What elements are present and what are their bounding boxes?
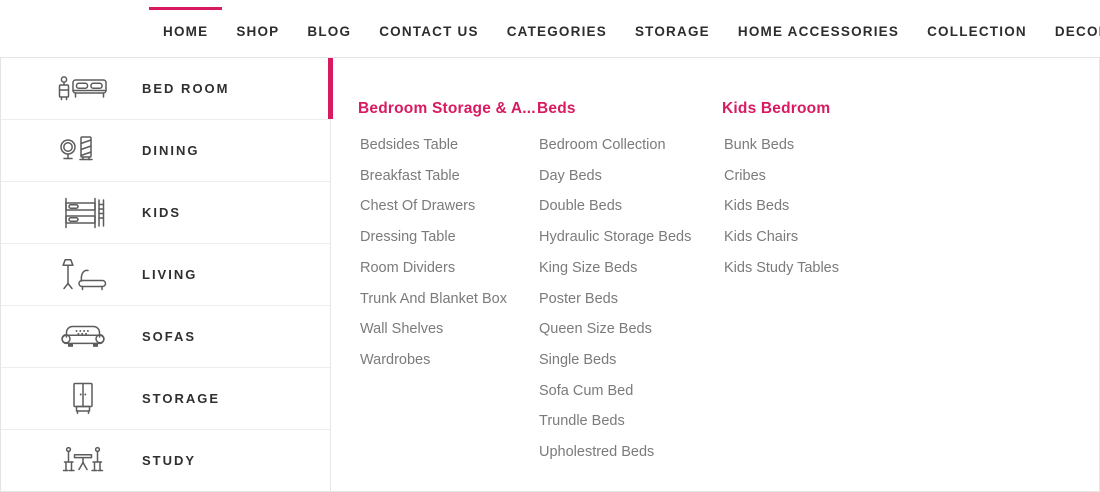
menu-link[interactable]: Poster Beds bbox=[539, 290, 618, 307]
menu-link[interactable]: Kids Chairs bbox=[724, 229, 799, 246]
sidebar-item-label: KIDS bbox=[142, 205, 182, 220]
sidebar-item-label: DINING bbox=[142, 143, 200, 158]
sidebar-item-label: STUDY bbox=[142, 453, 197, 468]
column-title[interactable]: Bedroom Storage & A... bbox=[358, 100, 536, 117]
sidebar-item-sofas[interactable]: SOFAS bbox=[1, 306, 330, 368]
menu-link[interactable]: Breakfast Table bbox=[360, 167, 460, 184]
sidebar-item-bed-room[interactable]: BED ROOM bbox=[1, 58, 333, 120]
menu-link[interactable]: Dressing Table bbox=[360, 229, 456, 246]
sidebar-item-label: LIVING bbox=[142, 267, 198, 282]
menu-link[interactable]: Wall Shelves bbox=[360, 321, 444, 338]
menu-link[interactable]: Hydraulic Storage Beds bbox=[539, 229, 692, 246]
nav-item-storage[interactable]: STORAGE bbox=[634, 24, 710, 39]
sidebar-item-label: STORAGE bbox=[142, 391, 221, 406]
main-navigation: HOME SHOP BLOG CONTACT US CATEGORIES STO… bbox=[0, 0, 1100, 57]
sidebar-item-kids[interactable]: KIDS bbox=[1, 182, 330, 244]
column-link-list: Bunk Beds Cribes Kids Beds Kids Chairs K… bbox=[722, 130, 922, 284]
menu-link[interactable]: Bedsides Table bbox=[360, 137, 459, 153]
menu-link[interactable]: Queen Size Beds bbox=[539, 321, 652, 338]
nav-item-shop[interactable]: SHOP bbox=[236, 24, 280, 39]
column-title[interactable]: Kids Bedroom bbox=[722, 100, 831, 117]
category-sidebar: BED ROOM DINING bbox=[1, 58, 333, 491]
menu-link[interactable]: Bedroom Collection bbox=[539, 137, 666, 153]
nav-item-home[interactable]: HOME bbox=[149, 0, 223, 48]
menu-link[interactable]: Day Beds bbox=[539, 167, 602, 184]
sidebar-item-label: SOFAS bbox=[142, 329, 197, 344]
nav-item-decor[interactable]: DECOR bbox=[1054, 24, 1100, 39]
column-link-list: Bedroom Collection Day Beds Double Beds … bbox=[537, 130, 721, 468]
wardrobe-icon bbox=[57, 381, 109, 417]
column-link-list: Bedsides Table Breakfast Table Chest Of … bbox=[358, 130, 536, 376]
menu-link[interactable]: King Size Beds bbox=[539, 259, 638, 276]
column-title[interactable]: Beds bbox=[537, 100, 576, 117]
menu-link[interactable]: Chest Of Drawers bbox=[360, 198, 476, 215]
sidebar-item-storage[interactable]: STORAGE bbox=[1, 368, 330, 430]
menu-link[interactable]: Bunk Beds bbox=[724, 137, 795, 153]
sidebar-item-dining[interactable]: DINING bbox=[1, 120, 330, 182]
mirror-cabinet-icon bbox=[57, 133, 109, 169]
study-table-icon bbox=[57, 443, 109, 479]
menu-link[interactable]: Cribes bbox=[724, 167, 766, 184]
nav-item-blog[interactable]: BLOG bbox=[307, 24, 352, 39]
nav-item-categories[interactable]: CATEGORIES bbox=[506, 24, 607, 39]
megamenu-column-kids-bedroom: Kids Bedroom Bunk Beds Cribes Kids Beds … bbox=[722, 100, 922, 284]
megamenu-column-beds: Beds Bedroom Collection Day Beds Double … bbox=[537, 100, 721, 468]
nav-item-home-accessories[interactable]: HOME ACCESSORIES bbox=[737, 24, 900, 39]
menu-link[interactable]: Kids Beds bbox=[724, 198, 790, 215]
menu-link[interactable]: Trundle Beds bbox=[539, 413, 625, 430]
bunk-bed-icon bbox=[57, 195, 109, 231]
menu-link[interactable]: Trunk And Blanket Box bbox=[360, 290, 507, 307]
sidebar-item-study[interactable]: STUDY bbox=[1, 430, 330, 491]
menu-link[interactable]: Upholestred Beds bbox=[539, 444, 655, 461]
sofa-icon bbox=[57, 319, 109, 355]
menu-link[interactable]: Single Beds bbox=[539, 351, 617, 368]
nav-item-contact-us[interactable]: CONTACT US bbox=[379, 24, 479, 39]
menu-link[interactable]: Sofa Cum Bed bbox=[539, 382, 634, 399]
sidebar-item-living[interactable]: LIVING bbox=[1, 244, 330, 306]
menu-link[interactable]: Double Beds bbox=[539, 198, 623, 215]
bed-icon bbox=[57, 71, 109, 107]
categories-mega-menu-panel: BED ROOM DINING bbox=[0, 57, 1100, 492]
menu-link[interactable]: Wardrobes bbox=[360, 351, 431, 368]
megamenu-column-bedroom-storage: Bedroom Storage & A... Bedsides Table Br… bbox=[358, 100, 536, 376]
menu-link[interactable]: Kids Study Tables bbox=[724, 259, 839, 276]
menu-link[interactable]: Room Dividers bbox=[360, 259, 456, 276]
sidebar-item-label: BED ROOM bbox=[142, 81, 230, 96]
lamp-chaise-icon bbox=[57, 257, 109, 293]
nav-item-collection[interactable]: COLLECTION bbox=[927, 24, 1027, 39]
